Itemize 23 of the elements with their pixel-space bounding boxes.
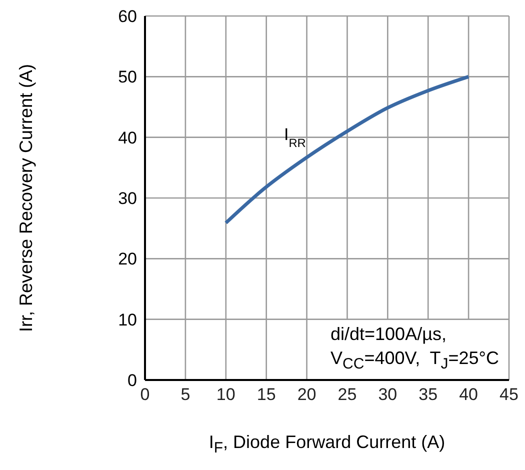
x-tick-label: 20 — [297, 385, 316, 404]
y-tick-label: 0 — [128, 371, 137, 390]
y-tick-label: 60 — [118, 7, 137, 26]
y-axis-title: Irr, Reverse Recovery Current (A) — [16, 62, 37, 334]
x-tick-label: 5 — [180, 385, 190, 404]
y-tick-label: 30 — [118, 189, 137, 208]
y-tick-label: 10 — [118, 310, 137, 330]
y-tick-label: 40 — [118, 128, 137, 148]
y-tick-label: 20 — [118, 250, 137, 269]
x-tick-label: 45 — [500, 385, 518, 404]
x-axis-title: I$_{F}$, Diode Forward Current (A) — [208, 432, 446, 457]
annotation: di/dt=100A/µs, — [330, 323, 448, 346]
x-tick-label: 30 — [378, 385, 398, 404]
x-tick-label: 0 — [140, 385, 150, 404]
line-series — [224, 74, 470, 225]
y-tick-label: 50 — [118, 68, 137, 87]
annotation: V$_{CC}$=400V, T$_{J}$=25°C — [330, 347, 499, 375]
x-tick-label: 35 — [418, 385, 438, 404]
series-label: I$_{RR}$ — [284, 124, 306, 150]
x-tick-label: 25 — [338, 385, 357, 404]
x-tick-label: 10 — [216, 385, 236, 404]
x-tick-label: 40 — [459, 385, 478, 404]
x-tick-label: 15 — [256, 385, 276, 404]
